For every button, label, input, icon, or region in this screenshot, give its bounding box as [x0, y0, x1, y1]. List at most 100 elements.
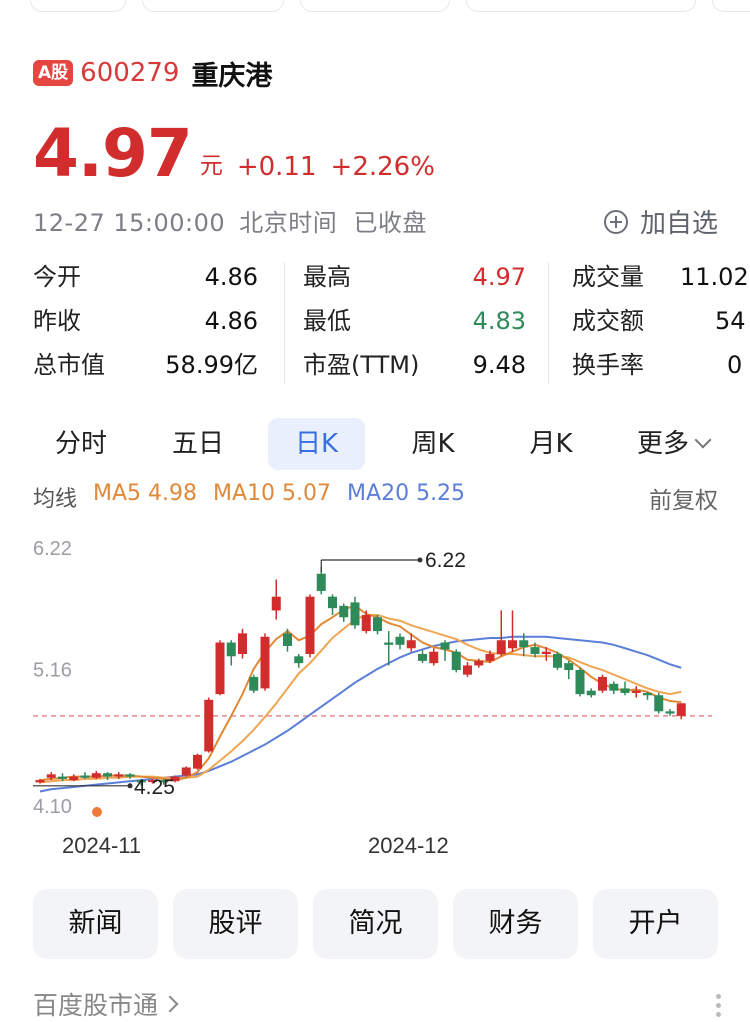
- candle-body: [350, 602, 360, 626]
- tab-five-day[interactable]: 五日: [171, 429, 224, 459]
- event-marker: [92, 807, 102, 817]
- candle-body: [46, 774, 56, 778]
- candle-body: [631, 690, 641, 693]
- candle-body: [609, 683, 619, 691]
- candle-body: [271, 596, 281, 611]
- candle-body: [564, 663, 574, 671]
- candle-body: [519, 640, 529, 648]
- more-vert-icon[interactable]: [716, 994, 722, 1021]
- candle-body: [395, 636, 405, 645]
- candle-body: [58, 776, 67, 779]
- trade-datetime: 12-27 15:00:00: [33, 209, 226, 237]
- stock-header: A股 600279 重庆港: [33, 55, 273, 92]
- quote-row: 4.97 元 +0.11 +2.26%: [33, 112, 435, 192]
- candle-body: [226, 642, 236, 657]
- candle-body: [125, 774, 135, 777]
- candle-body: [91, 773, 101, 778]
- candle-body: [485, 653, 495, 661]
- stat-value: 4.83: [472, 307, 526, 335]
- candle-body: [361, 615, 371, 632]
- top-tab-pill[interactable]: [30, 0, 126, 12]
- top-tab-pill[interactable]: [712, 0, 750, 12]
- stat-label: 换手率: [572, 351, 644, 379]
- market-badge: A股: [33, 60, 74, 86]
- adjust-mode-button[interactable]: 前复权: [649, 488, 718, 514]
- candle-body: [463, 665, 472, 675]
- tab-intraday[interactable]: 分时: [54, 429, 107, 459]
- candle-body: [676, 703, 686, 716]
- price-unit: 元: [199, 153, 223, 179]
- top-tab-pill[interactable]: [466, 0, 696, 12]
- stat-value: 11.02: [680, 263, 749, 291]
- price-change-pct: +2.26%: [330, 152, 435, 182]
- ma-legend: 均线 MA5 4.98 MA10 5.07 MA20 5.25: [33, 481, 481, 513]
- candle-body: [170, 776, 180, 782]
- candle-body: [114, 774, 124, 777]
- tab-more[interactable]: 更多: [618, 418, 728, 470]
- stock-name: 重庆港: [191, 60, 273, 92]
- profile-button[interactable]: 简况: [313, 889, 438, 959]
- top-tab-pill[interactable]: [142, 0, 284, 12]
- add-watchlist-button[interactable]: 加自选: [603, 203, 718, 240]
- chevron-right-icon: [161, 995, 179, 1013]
- finance-button[interactable]: 财务: [453, 889, 578, 959]
- candle-body: [496, 640, 506, 654]
- low-marker-dot: [127, 783, 133, 789]
- stock-code: 600279: [80, 58, 180, 88]
- candle-body: [215, 642, 225, 695]
- plus-circle-icon: [603, 209, 628, 234]
- stat-label: 成交额: [572, 307, 644, 335]
- stat-label: 市盈(TTM): [303, 351, 420, 379]
- candle-body: [339, 605, 349, 618]
- y-tick-label: 4.10: [33, 796, 72, 818]
- stat-label: 总市值: [33, 351, 105, 379]
- candle-body: [193, 754, 202, 769]
- stat-value: 4.86: [204, 263, 258, 291]
- candle-body: [35, 780, 45, 783]
- kline-chart[interactable]: 6.22 5.16 4.10 6.22 4.25 2024-11 2024-12: [0, 520, 750, 865]
- tab-more-label: 更多: [636, 429, 689, 459]
- ma5-line: [39, 604, 682, 782]
- tab-weekly-k[interactable]: 周K: [411, 429, 455, 459]
- candle-body: [283, 633, 292, 646]
- stat-label: 最高: [303, 263, 351, 291]
- stat-value: 9.48: [472, 351, 526, 379]
- high-value-label: 6.22: [425, 549, 466, 572]
- candle-body: [665, 711, 675, 714]
- news-button[interactable]: 新闻: [33, 889, 158, 959]
- candle-body: [530, 647, 540, 654]
- candle-body: [474, 660, 484, 666]
- price-change: +0.11: [236, 152, 317, 182]
- candle-body: [69, 776, 79, 781]
- x-tick-label: 2024-11: [62, 833, 141, 858]
- low-value-label: 4.25: [134, 776, 175, 799]
- open-account-button[interactable]: 开户: [593, 889, 718, 959]
- candle-body: [575, 670, 585, 695]
- ma-label: 均线: [33, 487, 78, 512]
- candle-body: [429, 651, 439, 664]
- candle-body: [418, 653, 427, 661]
- candle-body: [260, 636, 270, 689]
- candle-body: [103, 773, 112, 777]
- stat-label: 今开: [33, 263, 81, 291]
- ma10-value: MA10 5.07: [213, 481, 332, 506]
- candle-body: [508, 640, 517, 649]
- stat-label: 成交量: [572, 263, 644, 291]
- stat-value: 58.99亿: [165, 351, 258, 379]
- add-watchlist-label: 加自选: [639, 209, 718, 239]
- candle-body: [204, 699, 214, 752]
- candle-body: [373, 617, 382, 632]
- candle-body: [643, 692, 652, 696]
- tab-monthly-k[interactable]: 月K: [529, 429, 573, 459]
- tab-daily-k[interactable]: 日K: [268, 418, 365, 470]
- candle-body: [294, 656, 304, 664]
- candle-body: [238, 633, 247, 654]
- ma20-value: MA20 5.25: [347, 481, 466, 506]
- top-tab-pill[interactable]: [300, 0, 450, 12]
- footer-link[interactable]: 百度股市通: [33, 986, 179, 1022]
- candle-body: [620, 688, 630, 693]
- stats-divider: [548, 262, 549, 384]
- candle-body: [136, 780, 146, 783]
- candle-body: [598, 676, 607, 691]
- comments-button[interactable]: 股评: [173, 889, 298, 959]
